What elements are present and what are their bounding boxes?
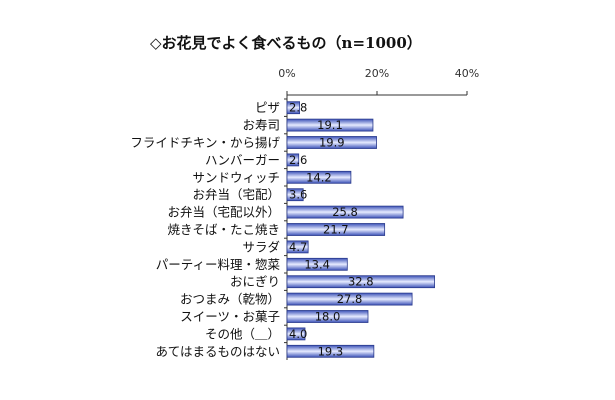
bar [286, 275, 436, 289]
category-label: あてはまるものはない [155, 344, 280, 359]
bar [286, 188, 304, 202]
bar [286, 257, 348, 271]
category-label: ピザ [255, 100, 280, 115]
category-label: おにぎり [230, 274, 280, 289]
category-label: お弁当（宅配以外） [167, 205, 280, 220]
data-label: 19.1 [317, 118, 343, 132]
category-label: 焼きそば・たこ焼き [167, 222, 280, 237]
data-label: 18.0 [315, 310, 341, 324]
data-label: 3.6 [289, 188, 307, 202]
category-label: サンドウィッチ [192, 170, 280, 185]
bar [286, 101, 301, 115]
data-label: 13.4 [304, 257, 330, 271]
x-tick-label: 40% [455, 67, 479, 80]
bar-layer: ピザ 2.8 お寿司 19.1 フライドチキン・から揚げ 19.9 ハンバーガー 2.6 サンド… [130, 100, 436, 359]
bar [286, 223, 386, 236]
x-tick-label: 0% [278, 67, 295, 80]
data-label: 21.7 [323, 223, 349, 237]
bar [286, 205, 404, 219]
category-label: フライドチキン・から揚げ [130, 135, 280, 150]
bar [286, 327, 306, 341]
category-label: その他（＿） [205, 326, 280, 341]
category-label: パーティー料理・惣菜 [156, 257, 281, 272]
bar [286, 344, 375, 358]
x-tick-label: 20% [365, 67, 389, 80]
data-label: 14.2 [306, 170, 332, 184]
data-label: 25.8 [332, 205, 358, 219]
category-label: ハンバーガー [205, 152, 280, 167]
bar [286, 240, 309, 254]
data-label: 4.0 [289, 327, 307, 341]
bar [286, 170, 352, 184]
data-label: 27.8 [337, 292, 363, 306]
data-label: 2.8 [289, 101, 307, 115]
data-label: 32.8 [348, 275, 374, 289]
chart-title: ◇お花見でよく食べるもの（n=1000） [150, 34, 422, 52]
bar [286, 310, 369, 323]
bar [286, 292, 413, 306]
data-label: 19.3 [318, 344, 344, 358]
bar [286, 136, 377, 149]
data-label: 2.6 [289, 153, 307, 167]
category-label: サラダ [242, 239, 280, 254]
category-label: おつまみ（乾物） [180, 292, 280, 307]
bar [286, 118, 374, 132]
data-label: 4.7 [289, 240, 307, 254]
category-label: スイーツ・お菓子 [180, 309, 280, 324]
bar [286, 153, 300, 167]
category-label: お弁当（宅配） [192, 187, 280, 202]
category-label: お寿司 [242, 118, 280, 133]
data-label: 19.9 [319, 136, 345, 150]
